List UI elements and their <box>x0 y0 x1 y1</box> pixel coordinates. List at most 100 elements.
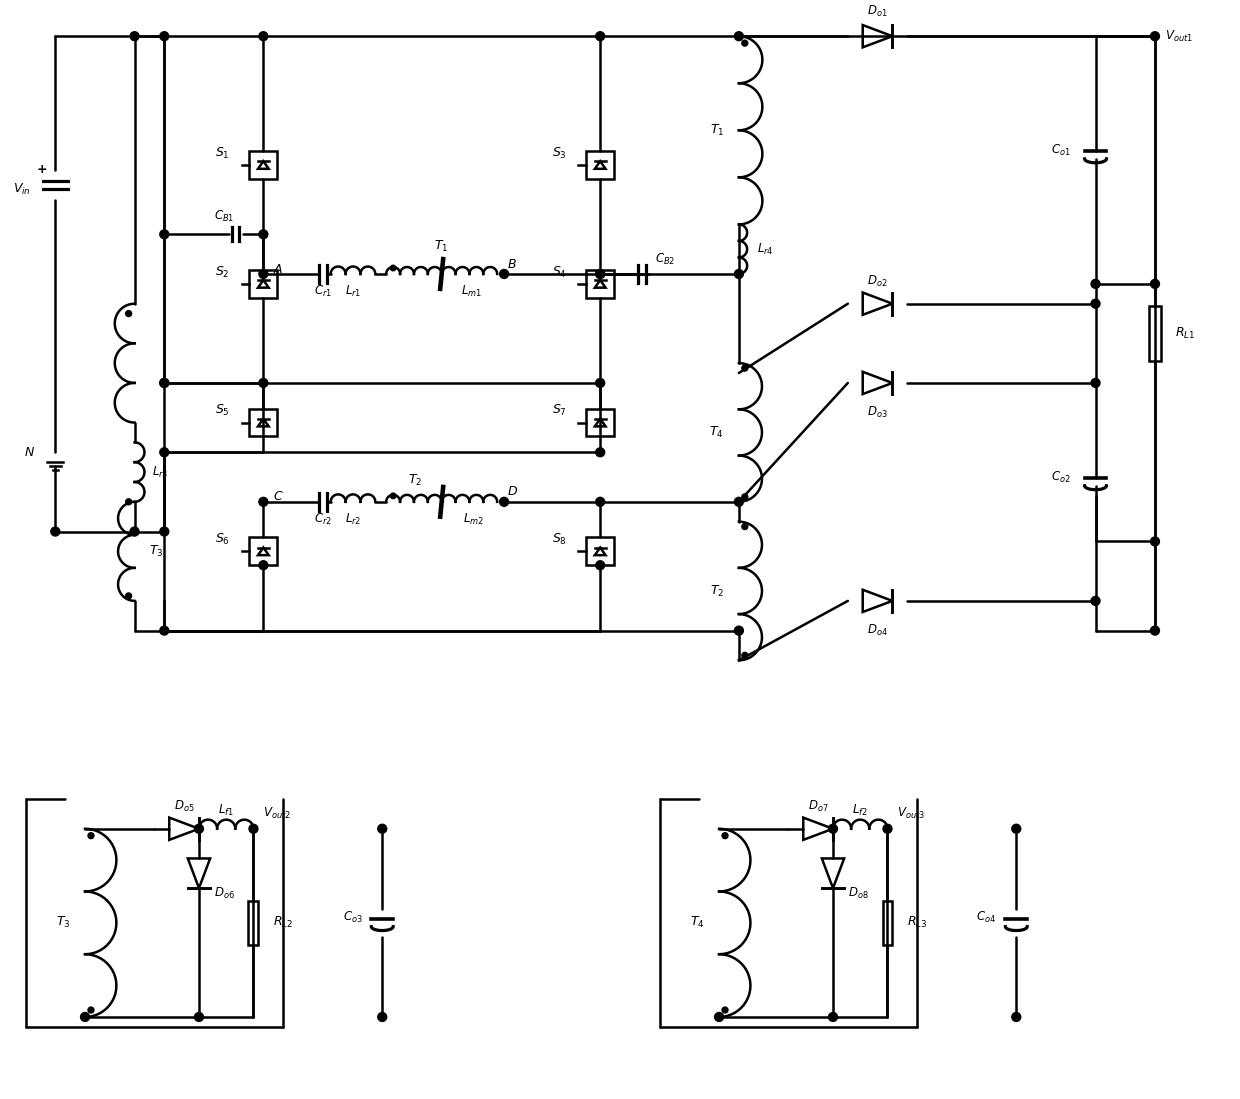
Circle shape <box>160 230 169 238</box>
Text: $V_{out2}$: $V_{out2}$ <box>263 807 291 821</box>
Circle shape <box>1091 299 1100 308</box>
Circle shape <box>130 32 139 41</box>
Text: $D_{o4}$: $D_{o4}$ <box>867 623 888 639</box>
Text: $T_1$: $T_1$ <box>709 123 724 137</box>
Circle shape <box>391 265 396 270</box>
Text: $R_{L1}$: $R_{L1}$ <box>1174 326 1195 341</box>
Text: $T_3$: $T_3$ <box>150 544 164 559</box>
Text: $D$: $D$ <box>507 486 518 499</box>
Bar <box>883 900 893 945</box>
Text: $S_2$: $S_2$ <box>215 265 229 279</box>
Text: $C_{o2}$: $C_{o2}$ <box>1052 469 1071 485</box>
Text: $C_{o1}$: $C_{o1}$ <box>1052 143 1071 157</box>
Circle shape <box>722 833 728 839</box>
Circle shape <box>828 1012 837 1021</box>
Text: $L_{f2}$: $L_{f2}$ <box>852 803 868 819</box>
Text: $B$: $B$ <box>507 257 517 270</box>
Text: $T_4$: $T_4$ <box>709 425 724 440</box>
Bar <box>587 537 614 565</box>
Circle shape <box>714 1012 723 1021</box>
Circle shape <box>742 653 748 658</box>
Text: $R_{L3}$: $R_{L3}$ <box>908 915 928 931</box>
Text: $D_{o3}$: $D_{o3}$ <box>867 406 888 420</box>
Circle shape <box>160 378 169 387</box>
Text: $D_{o5}$: $D_{o5}$ <box>174 799 195 814</box>
Text: $S_5$: $S_5$ <box>215 403 229 419</box>
Circle shape <box>1091 597 1100 606</box>
Circle shape <box>742 41 748 46</box>
Circle shape <box>595 447 605 457</box>
Circle shape <box>828 824 837 833</box>
Circle shape <box>595 498 605 507</box>
Text: $S_1$: $S_1$ <box>215 145 229 160</box>
Text: $R_{L2}$: $R_{L2}$ <box>273 915 294 931</box>
Circle shape <box>378 1012 387 1021</box>
Circle shape <box>160 32 169 41</box>
Circle shape <box>195 824 203 833</box>
Text: $D_{o7}$: $D_{o7}$ <box>807 799 828 814</box>
Text: $L_{r2}$: $L_{r2}$ <box>345 512 361 528</box>
Circle shape <box>125 311 131 317</box>
Text: $L_{r4}$: $L_{r4}$ <box>756 242 774 257</box>
Circle shape <box>1012 824 1021 833</box>
Circle shape <box>742 493 748 500</box>
Circle shape <box>259 560 268 569</box>
Text: $D_{o1}$: $D_{o1}$ <box>867 4 888 19</box>
Circle shape <box>595 269 605 278</box>
Bar <box>249 409 278 436</box>
Circle shape <box>1151 279 1159 288</box>
Bar <box>249 537 278 565</box>
Circle shape <box>734 32 743 41</box>
Circle shape <box>88 1007 94 1013</box>
Text: $A$: $A$ <box>273 263 284 276</box>
Circle shape <box>160 626 169 635</box>
Circle shape <box>259 230 268 238</box>
Circle shape <box>595 32 605 41</box>
Circle shape <box>734 269 743 278</box>
Circle shape <box>595 378 605 387</box>
Text: $S_4$: $S_4$ <box>552 265 567 279</box>
Circle shape <box>1091 378 1100 387</box>
Text: $L_{m2}$: $L_{m2}$ <box>463 512 484 528</box>
Text: $L_{f1}$: $L_{f1}$ <box>218 803 234 819</box>
Circle shape <box>125 499 131 504</box>
Bar <box>587 152 614 179</box>
Circle shape <box>378 824 387 833</box>
Text: $T_4$: $T_4$ <box>689 915 704 931</box>
Bar <box>249 270 278 298</box>
Bar <box>587 270 614 298</box>
Circle shape <box>195 1012 203 1021</box>
Text: $C_{B2}$: $C_{B2}$ <box>655 252 675 267</box>
Circle shape <box>391 493 396 499</box>
Circle shape <box>125 593 131 599</box>
Bar <box>587 409 614 436</box>
Text: $S_8$: $S_8$ <box>552 532 567 547</box>
Text: $D_{o6}$: $D_{o6}$ <box>213 886 234 901</box>
Circle shape <box>1151 626 1159 635</box>
Circle shape <box>742 365 748 371</box>
Text: $T_2$: $T_2$ <box>709 584 724 599</box>
Circle shape <box>51 528 60 536</box>
Circle shape <box>1091 279 1100 288</box>
Text: $C_{o4}$: $C_{o4}$ <box>976 910 997 925</box>
Text: $S_3$: $S_3$ <box>552 145 567 160</box>
Text: $D_{o2}$: $D_{o2}$ <box>867 275 888 289</box>
Circle shape <box>160 447 169 457</box>
Text: $D_{o8}$: $D_{o8}$ <box>848 886 868 901</box>
Circle shape <box>742 523 748 530</box>
Bar <box>248 900 258 945</box>
Text: $L_{r3}$: $L_{r3}$ <box>153 465 169 479</box>
Text: $N$: $N$ <box>25 446 36 458</box>
Circle shape <box>595 269 605 278</box>
Circle shape <box>595 560 605 569</box>
Text: $L_{r1}$: $L_{r1}$ <box>345 285 361 299</box>
Circle shape <box>1151 32 1159 41</box>
Text: $C_{B1}$: $C_{B1}$ <box>213 209 234 224</box>
Circle shape <box>500 269 508 278</box>
Text: $C_{r2}$: $C_{r2}$ <box>314 512 332 528</box>
Text: +: + <box>37 164 47 177</box>
Circle shape <box>249 824 258 833</box>
Text: $V_{in}$: $V_{in}$ <box>12 182 31 198</box>
Circle shape <box>500 498 508 507</box>
Circle shape <box>81 1012 89 1021</box>
